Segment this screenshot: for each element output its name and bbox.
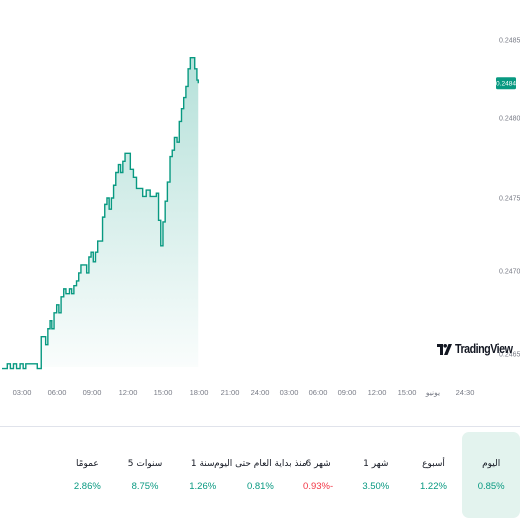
period-tab[interactable]: عمومًا 2.86% [59,432,117,518]
period-label: منذ بداية العام حتى اليوم [214,458,307,469]
period-change-value: 1.26% [189,480,217,492]
period-tab[interactable]: 5 سنوات 8.75% [116,432,174,518]
period-label: 5 سنوات [127,458,163,469]
period-change-value: 3.50% [362,480,390,492]
tradingview-logo-text: TradingView [455,342,513,356]
period-label: عمومًا [75,458,99,469]
period-change-value: 0.93%- [303,480,334,492]
period-label: 1 سنة [190,458,215,469]
x-axis-tick-label: 18:00 [190,388,209,397]
tradingview-logo[interactable]: TradingView [437,342,520,356]
x-axis-tick-label: 15:00 [154,388,173,397]
x-axis-tick-label: 03:00 [13,388,32,397]
x-axis-tick-label: 06:00 [48,388,67,397]
period-label: 1 شهر [363,458,389,469]
y-axis-tick-label: 0.2485 [499,38,520,45]
x-axis-tick-label: 03:00 [280,388,299,397]
y-axis-tick-label: 0.2475 [499,196,520,203]
period-label: 6 شهر [305,458,331,469]
period-tab[interactable]: اليوم 0.85% [462,432,520,518]
x-axis-tick-label: 09:00 [83,388,102,397]
x-axis-tick-label: 06:00 [309,388,328,397]
period-change-value: 8.75% [131,480,159,492]
x-axis-tick-label: 24:00 [251,388,270,397]
x-axis-tick-label: 15:00 [398,388,417,397]
y-axis-tick-label: 0.2480 [499,116,520,123]
period-tab[interactable]: منذ بداية العام حتى اليوم 0.81% [214,432,307,518]
divider [0,426,520,427]
y-axis-tick-label: 0.2465 [499,352,520,359]
x-axis-tick-label: 21:00 [221,388,240,397]
x-axis-tick-label: 12:00 [368,388,387,397]
svg-text:0.2484: 0.2484 [496,81,516,88]
period-tab[interactable]: أسبوع 1.22% [405,432,463,518]
price-chart-svg: 0.2465 0.2470 0.2475 0.2480 0.2485 03:00 06:0… [2,38,520,397]
x-axis-tick-label: 09:00 [338,388,357,397]
period-tab[interactable]: 1 سنة 1.26% [174,432,232,518]
x-axis-tick-label: 24:30 [456,388,475,397]
period-change-value: 2.86% [73,480,101,492]
period-label: أسبوع [422,458,445,469]
period-tab[interactable]: 6 شهر 0.93%- [289,432,347,518]
last-price-tag: 0.2484 [496,77,516,90]
tradingview-logo-icon [437,343,452,355]
period-change-value: 1.22% [420,480,447,492]
price-area-fill [2,57,199,369]
period-label: اليوم [482,458,501,469]
x-axis-tick-label: 12:00 [119,388,138,397]
x-axis-tick-label: يونيو [425,388,440,397]
period-tab[interactable]: 1 شهر 3.50% [347,432,405,518]
y-axis-tick-label: 0.2470 [499,269,520,276]
performance-periods: اليوم 0.85% أسبوع 1.22% 1 شهر 3.50% 6 شهر 0.93%… [0,432,520,518]
price-line [2,57,199,370]
period-change-value: 0.81% [246,480,274,492]
price-chart[interactable]: 0.2465 0.2470 0.2475 0.2480 0.2485 03:00 06:0… [0,0,520,425]
period-change-value: 0.85% [477,480,505,492]
